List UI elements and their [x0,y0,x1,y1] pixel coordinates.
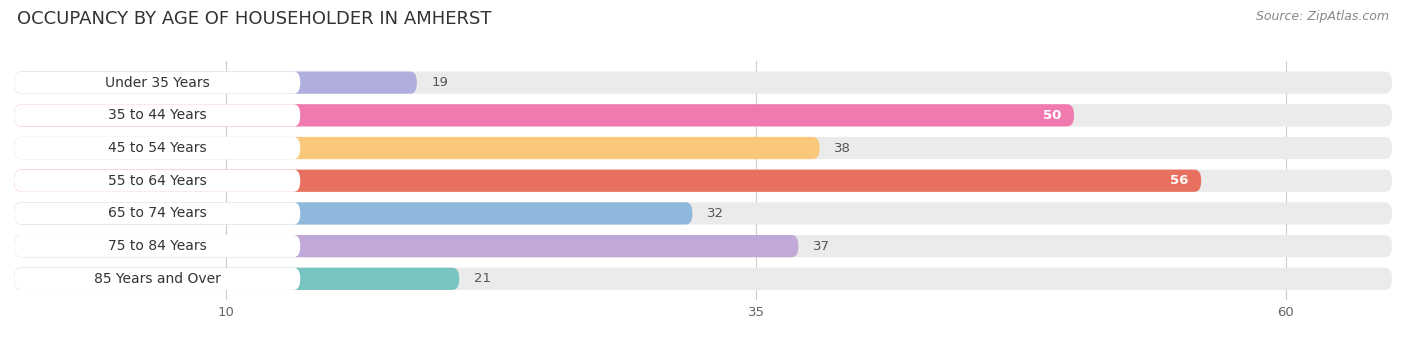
FancyBboxPatch shape [14,268,1392,290]
Text: 38: 38 [834,142,851,154]
Text: 85 Years and Over: 85 Years and Over [94,272,221,286]
FancyBboxPatch shape [14,72,1392,94]
FancyBboxPatch shape [14,202,301,224]
Text: 32: 32 [707,207,724,220]
FancyBboxPatch shape [14,169,301,192]
Text: Source: ZipAtlas.com: Source: ZipAtlas.com [1256,10,1389,23]
FancyBboxPatch shape [14,268,301,290]
FancyBboxPatch shape [14,169,1201,192]
FancyBboxPatch shape [14,104,1392,127]
Text: 45 to 54 Years: 45 to 54 Years [108,141,207,155]
FancyBboxPatch shape [14,235,301,257]
FancyBboxPatch shape [14,72,301,94]
FancyBboxPatch shape [14,137,820,159]
FancyBboxPatch shape [14,235,1392,257]
Text: 35 to 44 Years: 35 to 44 Years [108,108,207,122]
Text: 75 to 84 Years: 75 to 84 Years [108,239,207,253]
FancyBboxPatch shape [14,104,301,127]
Text: OCCUPANCY BY AGE OF HOUSEHOLDER IN AMHERST: OCCUPANCY BY AGE OF HOUSEHOLDER IN AMHER… [17,10,491,28]
Text: 50: 50 [1043,109,1062,122]
FancyBboxPatch shape [14,268,460,290]
FancyBboxPatch shape [14,104,1074,127]
FancyBboxPatch shape [14,137,301,159]
Text: Under 35 Years: Under 35 Years [105,76,209,90]
Text: 21: 21 [474,272,491,285]
Text: 19: 19 [432,76,449,89]
Text: 56: 56 [1170,174,1188,187]
FancyBboxPatch shape [14,72,416,94]
FancyBboxPatch shape [14,137,1392,159]
Text: 65 to 74 Years: 65 to 74 Years [108,206,207,220]
FancyBboxPatch shape [14,202,692,224]
FancyBboxPatch shape [14,169,1392,192]
FancyBboxPatch shape [14,235,799,257]
Text: 55 to 64 Years: 55 to 64 Years [108,174,207,188]
FancyBboxPatch shape [14,202,1392,224]
Text: 37: 37 [813,240,830,253]
